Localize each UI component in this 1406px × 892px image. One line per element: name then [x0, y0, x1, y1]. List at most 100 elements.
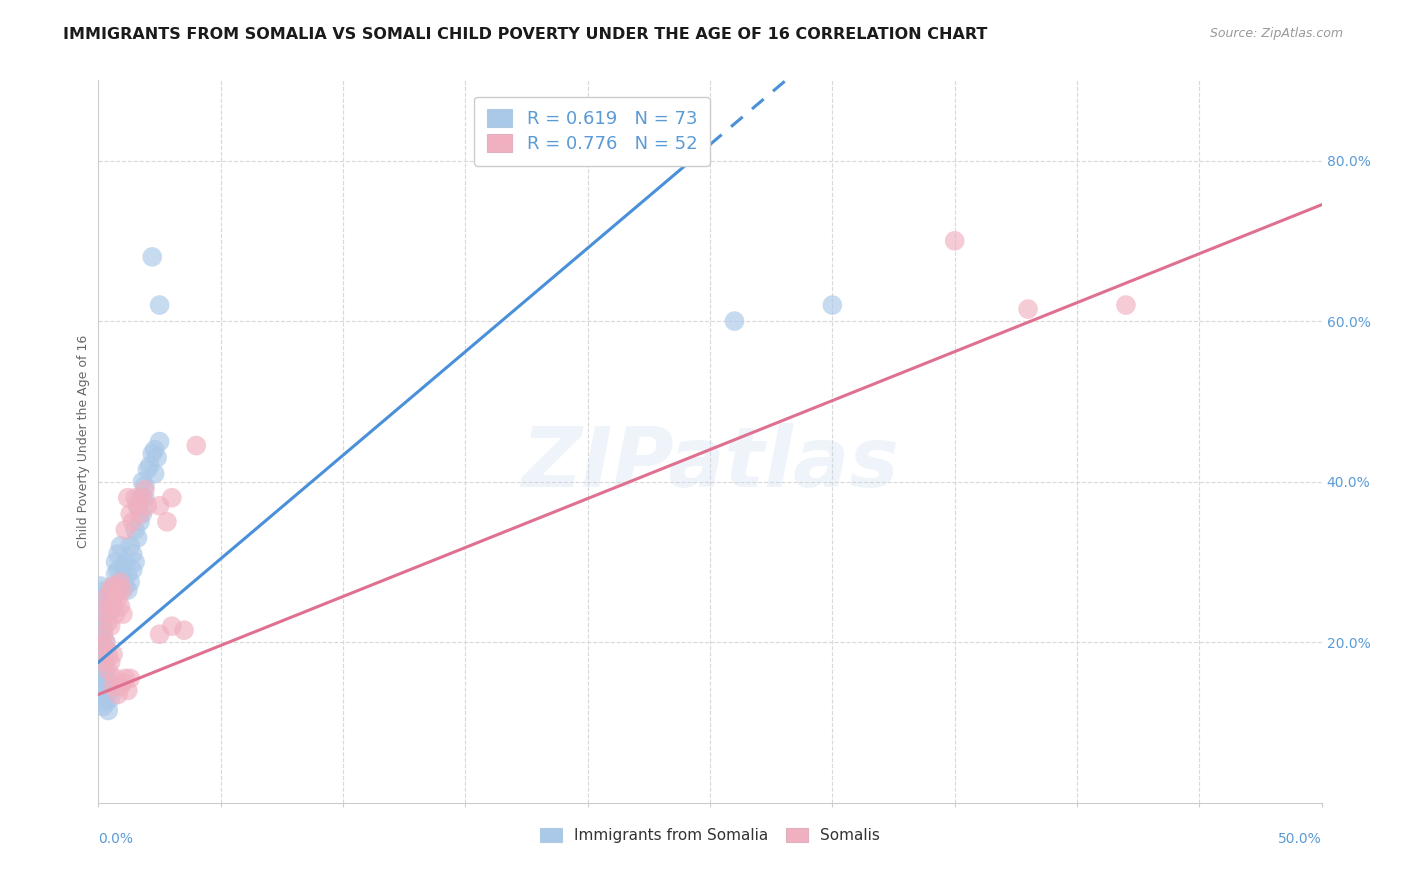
Point — [131, 507, 153, 521]
Point — [131, 475, 153, 489]
Point — [100, 683, 122, 698]
Point — [120, 507, 142, 521]
Point — [114, 555, 136, 569]
Point — [821, 298, 844, 312]
Point — [120, 671, 142, 685]
Point — [120, 574, 142, 589]
Point — [134, 491, 156, 505]
Point — [114, 523, 136, 537]
Point — [100, 619, 122, 633]
Point — [107, 687, 129, 701]
Point — [101, 579, 124, 593]
Point — [1115, 298, 1137, 312]
Point — [114, 579, 136, 593]
Point — [173, 623, 195, 637]
Point — [94, 696, 117, 710]
Point — [107, 563, 129, 577]
Point — [91, 639, 114, 653]
Point — [104, 555, 127, 569]
Point — [101, 599, 124, 614]
Point — [141, 250, 163, 264]
Point — [124, 555, 146, 569]
Text: IMMIGRANTS FROM SOMALIA VS SOMALI CHILD POVERTY UNDER THE AGE OF 16 CORRELATION : IMMIGRANTS FROM SOMALIA VS SOMALI CHILD … — [63, 27, 987, 42]
Point — [121, 563, 143, 577]
Point — [91, 623, 114, 637]
Point — [143, 467, 166, 481]
Text: 0.0%: 0.0% — [98, 831, 134, 846]
Point — [91, 687, 114, 701]
Point — [111, 571, 134, 585]
Point — [129, 507, 152, 521]
Point — [104, 671, 127, 685]
Point — [943, 234, 966, 248]
Point — [107, 579, 129, 593]
Point — [100, 587, 122, 601]
Point — [141, 446, 163, 460]
Point — [94, 635, 117, 649]
Point — [110, 574, 132, 589]
Point — [91, 651, 114, 665]
Point — [111, 607, 134, 621]
Point — [107, 591, 129, 605]
Point — [134, 478, 156, 492]
Point — [97, 615, 120, 630]
Point — [94, 671, 117, 685]
Point — [111, 675, 134, 690]
Point — [94, 595, 117, 609]
Point — [156, 515, 179, 529]
Point — [94, 607, 117, 621]
Point — [104, 607, 127, 621]
Point — [94, 691, 117, 706]
Point — [124, 491, 146, 505]
Point — [723, 314, 745, 328]
Point — [129, 515, 152, 529]
Point — [104, 567, 127, 582]
Point — [111, 558, 134, 574]
Point — [101, 579, 124, 593]
Point — [149, 434, 172, 449]
Point — [149, 499, 172, 513]
Point — [100, 691, 122, 706]
Point — [90, 627, 112, 641]
Point — [121, 515, 143, 529]
Point — [124, 523, 146, 537]
Point — [149, 298, 172, 312]
Point — [94, 591, 117, 605]
Point — [91, 591, 114, 605]
Point — [90, 611, 112, 625]
Point — [110, 599, 132, 614]
Point — [111, 583, 134, 598]
Text: ZIPatlas: ZIPatlas — [522, 423, 898, 504]
Point — [91, 699, 114, 714]
Point — [110, 680, 132, 694]
Point — [127, 499, 149, 513]
Point — [97, 683, 120, 698]
Point — [91, 671, 114, 685]
Point — [129, 491, 152, 505]
Point — [97, 680, 120, 694]
Text: 50.0%: 50.0% — [1278, 831, 1322, 846]
Point — [186, 438, 208, 452]
Point — [104, 587, 127, 601]
Point — [127, 531, 149, 545]
Point — [146, 450, 169, 465]
Point — [139, 458, 162, 473]
Point — [107, 547, 129, 561]
Point — [117, 583, 139, 598]
Point — [90, 667, 112, 681]
Point — [100, 583, 122, 598]
Point — [143, 442, 166, 457]
Point — [117, 491, 139, 505]
Point — [114, 671, 136, 685]
Point — [94, 643, 117, 657]
Point — [160, 491, 183, 505]
Point — [101, 591, 124, 605]
Point — [94, 635, 117, 649]
Text: Source: ZipAtlas.com: Source: ZipAtlas.com — [1209, 27, 1343, 40]
Point — [90, 648, 112, 662]
Point — [90, 655, 112, 669]
Point — [117, 567, 139, 582]
Point — [97, 648, 120, 662]
Point — [91, 627, 114, 641]
Point — [149, 627, 172, 641]
